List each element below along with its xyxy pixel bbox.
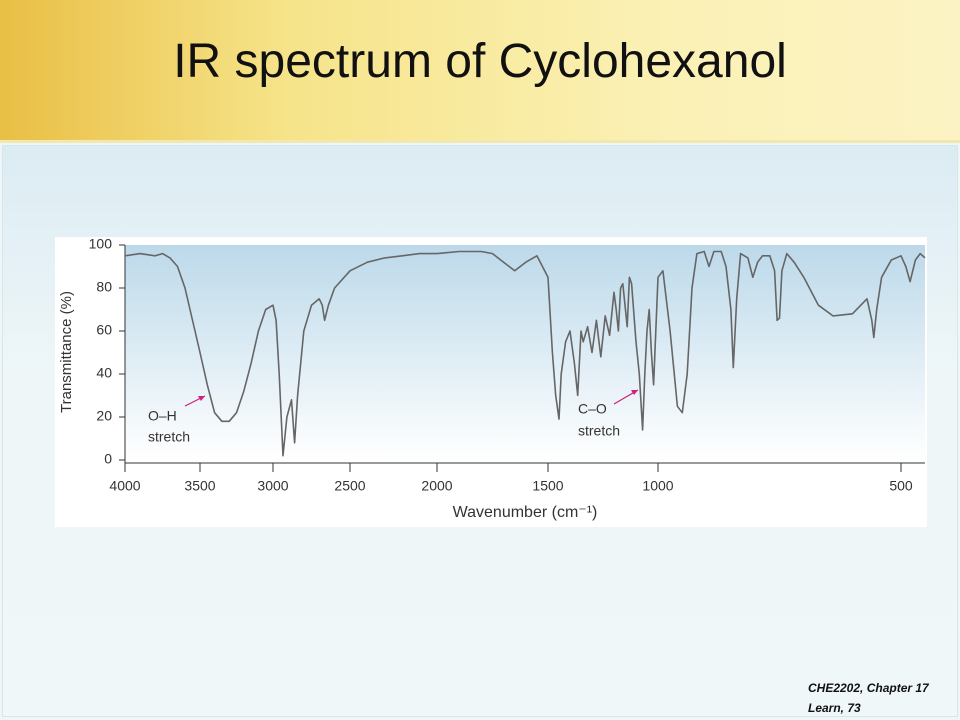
x-tick-label: 4000 [109,478,140,494]
x-axis-label: Wavenumber (cm⁻¹) [453,504,598,521]
arrow-head [198,396,205,401]
x-tick-label: 500 [889,478,913,494]
annotation: O–H [148,408,177,424]
y-tick-label: 80 [96,279,112,295]
title-bar: IR spectrum of Cyclohexanol [0,0,960,143]
x-tick-label: 1500 [532,478,563,494]
slide-title: IR spectrum of Cyclohexanol [173,35,787,88]
x-tick-label: 3000 [257,478,288,494]
x-tick-label: 2500 [334,478,365,494]
footer-line: CHE2202, Chapter 17 [808,681,929,695]
y-tick-label: 40 [96,365,112,381]
y-tick-label: 100 [89,236,113,252]
x-tick-label: 1000 [642,478,673,494]
x-tick-label: 3500 [184,478,215,494]
plot-area [125,245,925,460]
y-tick-label: 0 [104,451,112,467]
arrow-head [631,390,638,395]
y-tick-label: 60 [96,322,112,338]
spectrum-line [124,250,926,457]
x-tick-label: 2000 [421,478,452,494]
annotation: C–O [578,401,607,417]
annotation: stretch [148,429,190,445]
annotation: stretch [578,423,620,439]
y-axis-label: Transmittance (%) [58,291,75,413]
y-tick-label: 20 [96,408,112,424]
footer-line: Learn, 73 [808,701,861,715]
footer: CHE2202, Chapter 17 Learn, 73 [808,678,929,718]
